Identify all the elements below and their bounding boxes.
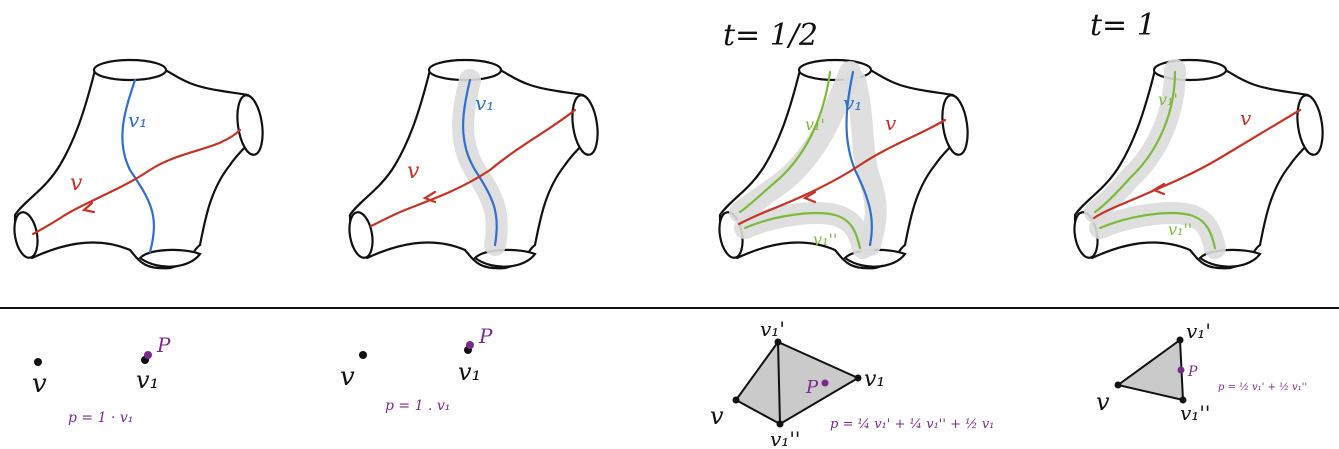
vertex-v1pp-label: v₁'' — [770, 427, 800, 449]
shaded-band-right — [844, 69, 887, 256]
top-panel-4: t= 1 v₁' v v₁'' — [1070, 8, 1328, 270]
vertex-v1pp-dot — [776, 420, 784, 428]
curve-v1-lower — [743, 212, 862, 250]
curve-v1 — [845, 70, 873, 247]
vertex-v1-label: v₁ — [458, 358, 481, 386]
curve-v1-lower — [1098, 212, 1217, 250]
arrow-head-v — [422, 190, 437, 204]
vertex-v-dot — [1114, 381, 1122, 389]
shaded-region — [736, 342, 858, 424]
vertex-v1p-dot — [774, 338, 782, 346]
vertex-v1p-label: v₁' — [1186, 319, 1211, 343]
label-v: v — [885, 111, 897, 135]
curve-v1-upper — [738, 70, 832, 214]
label-v1: v₁ — [128, 108, 147, 132]
point-p-dot — [466, 341, 474, 349]
formula: p = ¼ v₁' + ¼ v₁'' + ½ v₁ — [830, 417, 994, 432]
bottom-panel-4: P v v₁' v₁'' p = ½ v₁' + ½ v₁'' — [1096, 319, 1307, 425]
panel-title: t= 1 — [1090, 8, 1156, 43]
bottom-panel-3: P v v₁' v₁ v₁'' p = ¼ v₁' + ¼ v₁'' + ½ v… — [710, 317, 994, 449]
curve-v1 — [121, 78, 155, 254]
point-p-label: P — [156, 333, 171, 357]
formula: p = 1 . v₁ — [385, 398, 450, 414]
shaded-region — [1118, 340, 1183, 400]
label-v1-lower: v₁'' — [813, 230, 837, 249]
curve-v1 — [462, 78, 498, 247]
point-p-dot — [1177, 366, 1185, 374]
vertex-v-label: v — [710, 402, 724, 430]
vertex-v-label: v — [1096, 388, 1110, 416]
point-p-dot — [144, 351, 152, 359]
vertex-v1-label: v₁ — [136, 366, 159, 394]
label-v1: v₁ — [843, 91, 862, 115]
vertex-v-label: v — [340, 362, 355, 392]
curve-v — [737, 118, 947, 226]
vertex-v-dot — [732, 396, 740, 404]
curve-v — [31, 128, 242, 236]
point-p-label: P — [1187, 364, 1198, 380]
curve-v1-upper — [1093, 70, 1177, 214]
panel-title: t= 1/2 — [723, 18, 818, 53]
vertex-v1pp-label: v₁'' — [1180, 401, 1210, 425]
label-v1-lower: v₁'' — [1168, 220, 1192, 239]
vertex-v-dot — [359, 351, 367, 359]
simplex-diagonal — [777, 341, 781, 425]
vertex-v1p-label: v₁' — [760, 317, 785, 341]
top-panel-2: v₁ v — [345, 58, 603, 270]
formula: p = 1 · v₁ — [68, 410, 133, 426]
vertex-v-label: v — [32, 369, 47, 399]
surface-outline — [10, 58, 268, 270]
shaded-band-upper — [729, 61, 861, 223]
curve-v — [1092, 108, 1302, 220]
point-p-dot — [821, 379, 829, 387]
arrow-head-v — [1151, 182, 1166, 196]
vertex-v1-label: v₁ — [864, 367, 885, 392]
vertex-v-dot — [34, 358, 42, 366]
point-p-label: P — [805, 377, 819, 398]
top-panel-1: v₁ v — [10, 58, 268, 270]
top-panel-3: t= 1/2 v₁' v₁ v v₁'' — [715, 18, 973, 270]
label-v: v — [70, 171, 83, 196]
label-v1-upper: v₁' — [1158, 90, 1178, 109]
formula: p = ½ v₁' + ½ v₁'' — [1218, 382, 1307, 393]
point-p-label: P — [478, 324, 493, 348]
arrow-head-v — [81, 201, 96, 214]
label-v: v — [1240, 106, 1252, 130]
arrow-head-v — [802, 190, 817, 204]
surface-outline — [1070, 58, 1328, 270]
vertex-v1p-dot — [1176, 336, 1184, 344]
label-v1: v₁ — [475, 91, 494, 115]
bottom-panel-1: v P v₁ p = 1 · v₁ — [32, 333, 171, 426]
vertex-v1pp-dot — [1179, 396, 1187, 404]
bottom-panel-2: v P v₁ p = 1 . v₁ — [340, 324, 493, 414]
label-v1-upper: v₁' — [805, 115, 825, 134]
curve-v — [369, 108, 577, 228]
vertex-v1-dot — [854, 374, 862, 382]
label-v: v — [407, 159, 420, 184]
